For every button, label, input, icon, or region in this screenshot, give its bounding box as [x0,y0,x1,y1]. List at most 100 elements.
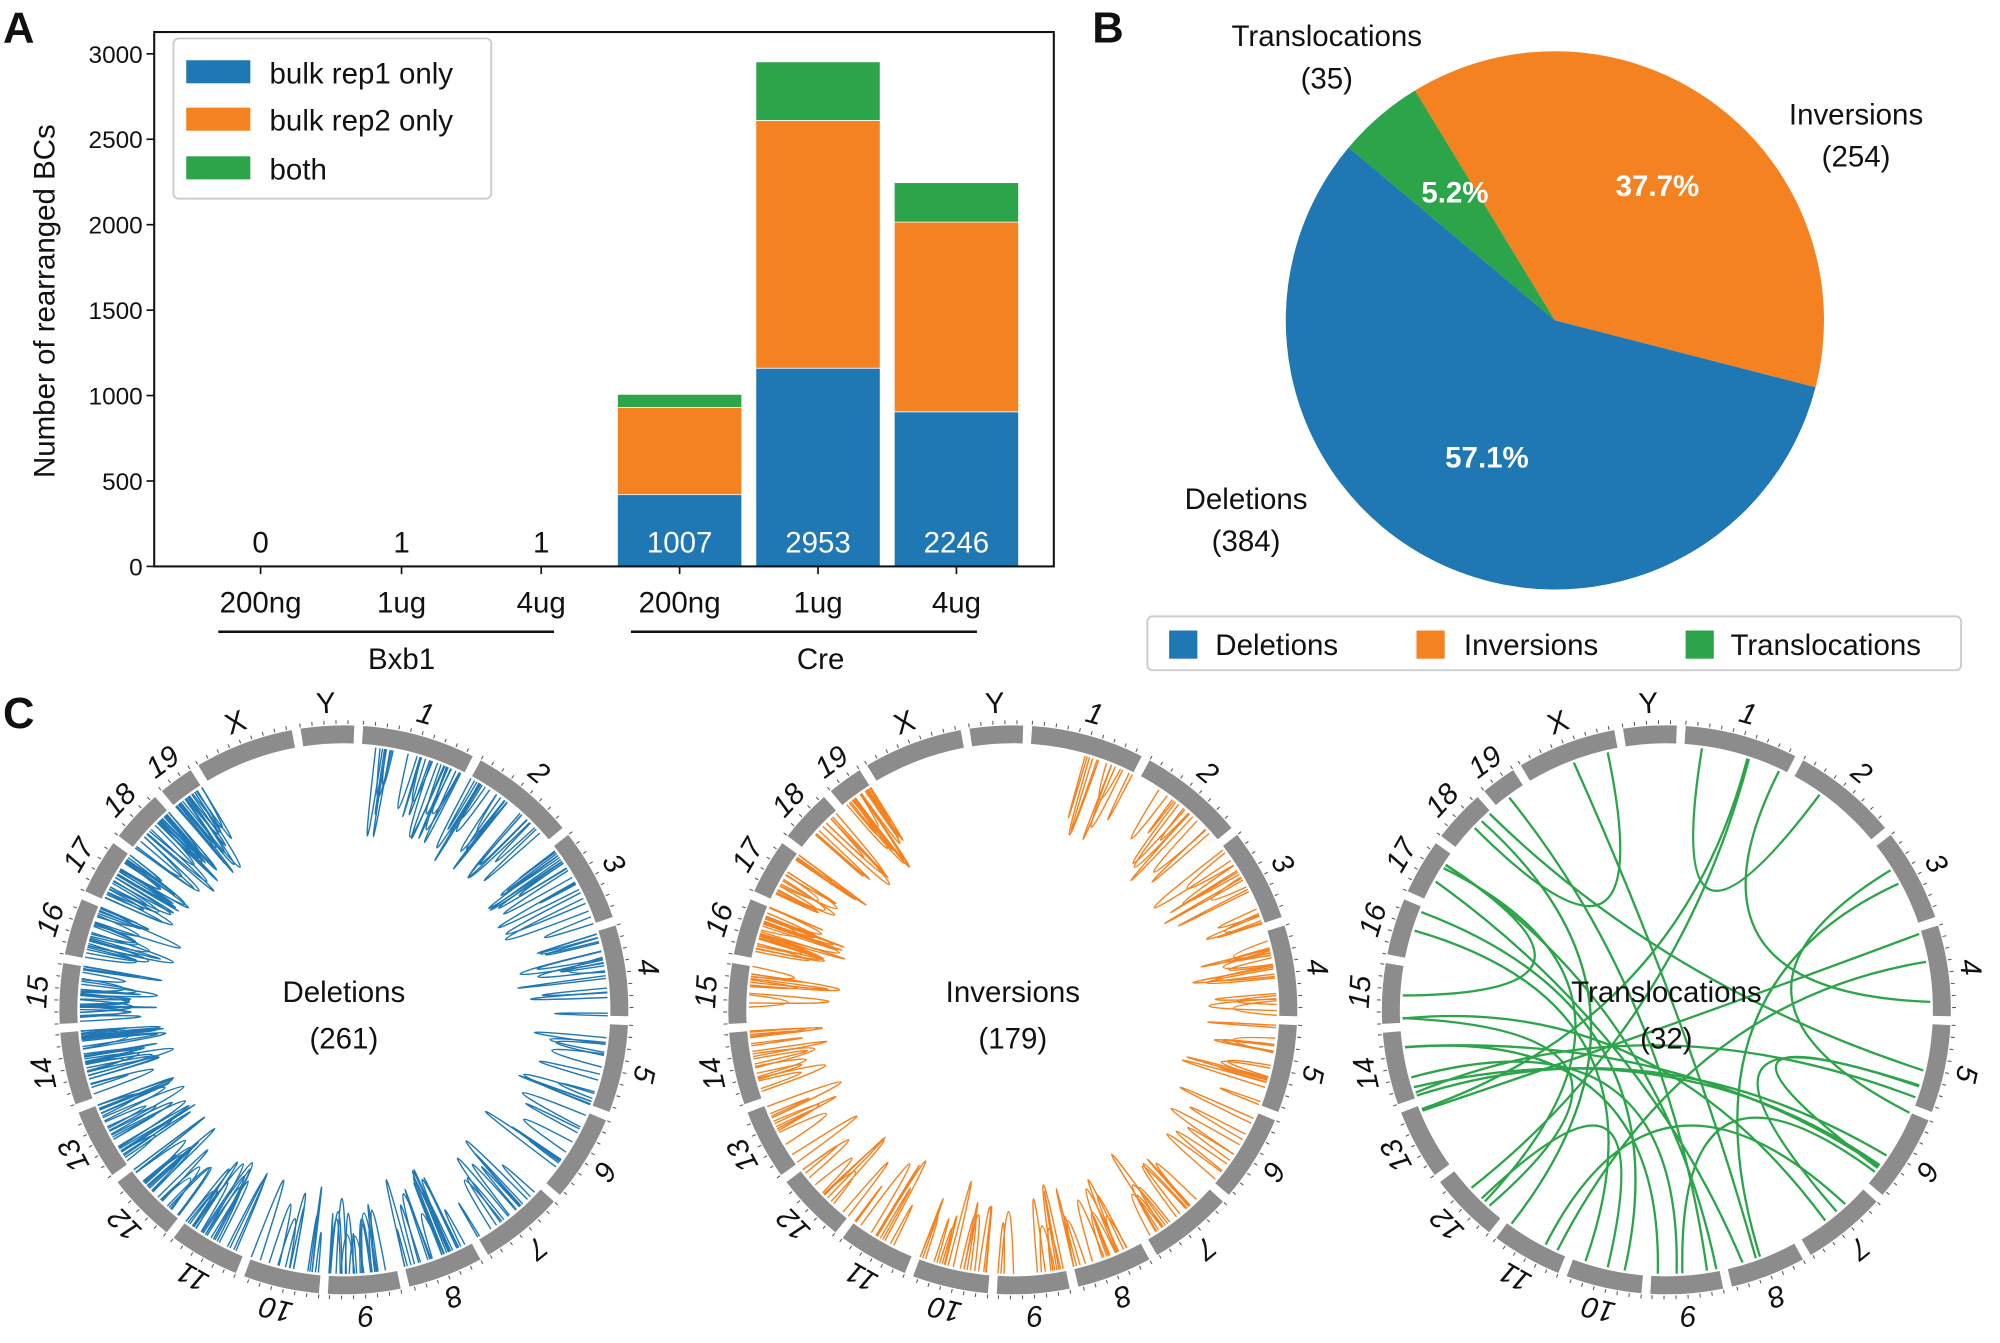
ring-tick [1279,904,1284,908]
ring-tick [529,790,534,794]
links [748,755,1277,1274]
ring-tick [1792,1265,1796,1270]
ring-tick [127,1200,132,1204]
link [136,840,195,890]
link [81,1032,167,1050]
link [124,858,176,896]
link [396,1228,408,1267]
legend-frame [172,37,493,200]
bar-total-label: 1 [533,526,549,559]
ring-tick [605,893,610,897]
ring-tick [250,735,253,740]
link [1488,812,1924,1072]
ring-tick [1124,743,1127,748]
ring-tick [554,1202,559,1206]
link [814,833,864,877]
chromosome-segment [1267,925,1298,1017]
ring-tick [1393,1104,1397,1107]
ring-tick [1711,1291,1713,1296]
chromosome-label: 13 [720,1133,765,1178]
link [1141,1165,1187,1218]
link [1175,1130,1228,1172]
ring-tick [1607,725,1610,730]
link [523,1118,573,1153]
link [545,937,600,956]
link [93,914,140,937]
link [107,880,160,913]
link [1107,772,1134,821]
link [367,1203,379,1273]
link [1480,820,1593,1225]
ring-tick [238,739,242,744]
chromosome-label: 5 [1295,1063,1331,1087]
chromosome-segment [118,797,167,847]
chromosome-label: 13 [1374,1133,1419,1178]
link [444,1209,466,1247]
link [1039,1225,1056,1273]
link [518,1074,592,1105]
ring-tick [1544,1269,1548,1274]
chromosome-segment [747,1106,796,1175]
ring-tick [622,1072,627,1074]
bar-legend: bulk rep1 only bulk rep2 only both [172,37,493,200]
link [1151,828,1210,883]
link [83,1048,137,1065]
ring-tick [1929,1120,1934,1123]
ring-tick [813,1217,818,1221]
link [1213,1039,1275,1053]
ring-tick [1490,779,1494,784]
link [854,1185,883,1223]
pie-label-deletions: Deletions [1185,483,1308,516]
link [1756,1056,1920,1213]
ring-tick [859,1252,863,1256]
legend-swatch-rep2 [186,107,251,131]
link [560,961,605,973]
ring-tick [742,906,746,909]
chromosome-label: 10 [1578,1289,1618,1329]
ring-tick [121,822,126,827]
chromosome-label: 6 [1255,1155,1292,1187]
chromosome-label: 14 [24,1054,63,1093]
ring-tick [227,744,231,749]
link [750,977,829,990]
link [947,1180,972,1268]
ring-tick [459,1270,462,1275]
ring-tick [1770,1275,1773,1280]
ring-tick [760,867,765,870]
ring-tick [1512,1252,1516,1256]
links [1402,748,1931,1274]
chromosome-label: 2 [1844,754,1878,791]
link [483,828,541,882]
ring-tick [469,1265,473,1270]
chromosome-segment [1868,1113,1929,1195]
legend-label-translocations: Translocations [1730,629,1921,662]
panel-label-a: A [3,4,34,52]
link [748,994,789,1008]
ring-tick [1942,935,1947,938]
link [795,854,833,882]
ring-tick [1411,1144,1415,1148]
ring-tick [1102,734,1105,739]
link [471,1163,517,1216]
ring-tick [1264,871,1268,875]
link [489,858,564,912]
legend-swatch-deletions [1169,630,1198,659]
ring-tick [1105,1279,1109,1284]
ring-tick [386,723,389,728]
link [329,1210,343,1274]
link [1153,849,1232,909]
ring-tick [1833,775,1837,779]
chromosome-label: 7 [1188,1230,1223,1267]
ring-tick [831,1233,836,1237]
link [537,959,606,979]
chromosome-segment [60,1031,93,1105]
ring-tick [1823,768,1827,772]
link [80,1027,128,1034]
link [465,1140,529,1207]
ring-tick [421,731,424,736]
link [1068,757,1100,836]
ring-tick [1460,805,1465,809]
link [106,888,145,911]
link [1544,1124,1846,1246]
ring-tick [590,1152,595,1156]
